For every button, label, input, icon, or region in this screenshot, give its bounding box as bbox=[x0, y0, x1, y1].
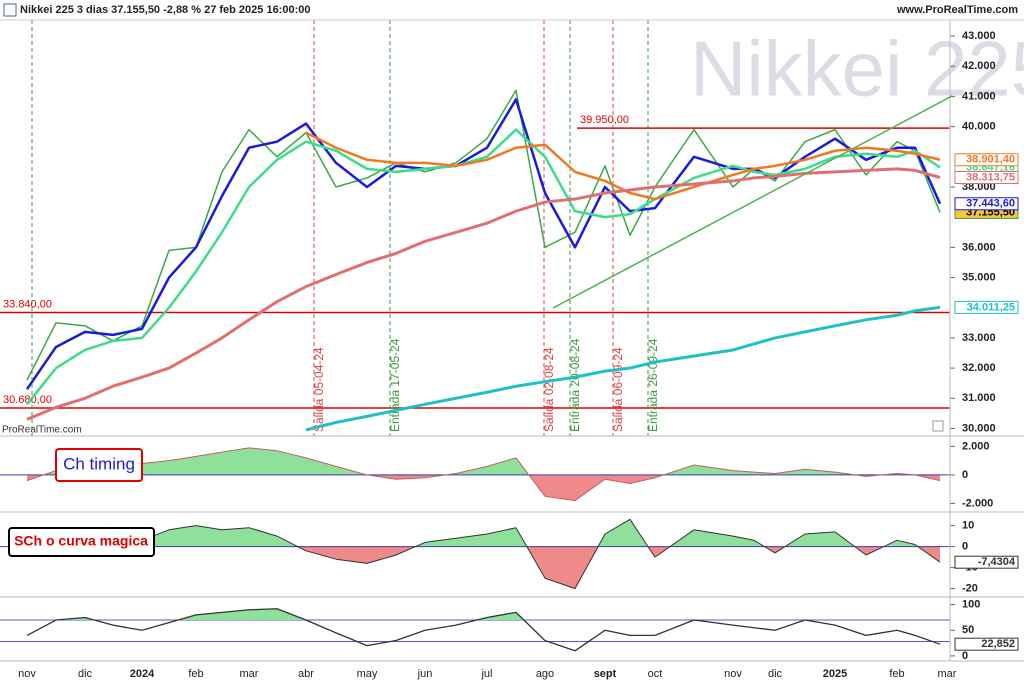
series-line bbox=[26, 447, 941, 502]
value-label: 22,852 bbox=[981, 638, 1015, 650]
x-tick-label: oct bbox=[648, 668, 663, 680]
signal-label: Entrada 20-08-24 bbox=[568, 338, 582, 432]
series-line bbox=[26, 518, 941, 590]
series-area bbox=[27, 608, 940, 621]
x-tick-label: dic bbox=[78, 668, 93, 680]
x-tick-label: sept bbox=[594, 668, 617, 680]
x-tick-label: feb bbox=[889, 668, 904, 680]
y-tick-label: -20 bbox=[962, 583, 978, 595]
value-label-box bbox=[954, 153, 1019, 167]
value-label-box bbox=[954, 300, 1019, 314]
x-tick-label: mar bbox=[240, 668, 259, 680]
level-label: 39.950,00 bbox=[580, 114, 629, 126]
y-tick-label: 0 bbox=[962, 469, 968, 481]
series-line bbox=[25, 98, 942, 390]
signal-label: Salida 02-08-24 bbox=[542, 347, 556, 432]
x-tick-label: nov bbox=[724, 668, 742, 680]
indicator-title-box bbox=[8, 527, 155, 557]
y-tick-label: 10 bbox=[962, 520, 974, 532]
y-tick-label: 42.000 bbox=[962, 60, 996, 72]
series-line bbox=[26, 89, 941, 381]
level-label: 30.680,00 bbox=[3, 394, 52, 406]
y-tick-label: 35.000 bbox=[962, 271, 996, 283]
x-tick-label: jul bbox=[480, 668, 492, 680]
y-tick-label: 36.000 bbox=[962, 241, 996, 253]
signal-label: Entrada 17-05-24 bbox=[388, 338, 402, 432]
y-tick-label: 0 bbox=[962, 650, 968, 662]
watermark: Nikkei 225 bbox=[690, 25, 1024, 113]
plot-layer: 30.00031.00032.00033.00035.00036.00038.0… bbox=[0, 20, 1019, 680]
signal-label: Salida 05-04-24 bbox=[312, 347, 326, 432]
x-tick-label: 2024 bbox=[130, 668, 155, 680]
y-tick-label: 100 bbox=[962, 599, 980, 611]
indicator-title: SCh o curva magica bbox=[14, 533, 148, 549]
y-tick-label: 41.000 bbox=[962, 90, 996, 102]
series-line bbox=[26, 128, 941, 406]
signal-label: Entrada 26-09-24 bbox=[646, 338, 660, 432]
y-tick-label: 2.000 bbox=[962, 440, 990, 452]
credit: ProRealTime.com bbox=[2, 425, 82, 436]
y-tick-label: 31.000 bbox=[962, 392, 996, 404]
y-tick-label: 32.000 bbox=[962, 362, 996, 374]
info-icon bbox=[932, 420, 944, 432]
series-area bbox=[35, 519, 918, 547]
series-area bbox=[43, 447, 915, 475]
x-tick-label: 2025 bbox=[823, 668, 847, 680]
x-tick-label: abr bbox=[298, 668, 314, 680]
value-label: 34.011,25 bbox=[967, 301, 1015, 313]
y-tick-label: 33.000 bbox=[962, 332, 996, 344]
x-tick-label: jun bbox=[417, 668, 433, 680]
series-line bbox=[305, 131, 941, 201]
x-tick-label: may bbox=[357, 668, 378, 680]
series-line bbox=[305, 305, 941, 432]
x-tick-label: nov bbox=[18, 668, 36, 680]
x-tick-label: feb bbox=[188, 668, 203, 680]
value-label-box bbox=[954, 171, 1019, 185]
chart-title: Nikkei 225 3 dias 37.155,50 -2,88 % 27 f… bbox=[20, 4, 310, 16]
value-label-box bbox=[954, 197, 1019, 211]
app-icon bbox=[3, 3, 17, 17]
x-tick-label: ago bbox=[536, 668, 554, 680]
series-line bbox=[26, 608, 941, 652]
y-tick-label: -2.000 bbox=[962, 497, 993, 509]
signal-label: Salida 06-09-24 bbox=[611, 347, 625, 432]
value-label: 38.901,40 bbox=[966, 154, 1015, 166]
series-line bbox=[26, 167, 941, 421]
x-tick-label: dic bbox=[768, 668, 783, 680]
value-label-box bbox=[954, 555, 1019, 569]
indicator-title: Ch timing bbox=[63, 454, 135, 473]
y-tick-label: 0 bbox=[962, 541, 968, 553]
indicator-title-box bbox=[55, 448, 143, 482]
y-tick-label: 50 bbox=[962, 624, 974, 636]
trend-line bbox=[552, 95, 953, 309]
y-tick-label: 43.000 bbox=[962, 30, 996, 42]
value-label-box bbox=[954, 637, 1019, 651]
y-tick-label: 40.000 bbox=[962, 121, 996, 133]
x-tick-label: mar bbox=[938, 668, 957, 680]
value-label: -7,4304 bbox=[978, 556, 1016, 568]
source: www.ProRealTime.com bbox=[896, 4, 1018, 16]
value-label: 37.443,60 bbox=[966, 198, 1015, 210]
level-label: 33.840,00 bbox=[3, 298, 52, 310]
value-label: 38.313,75 bbox=[966, 171, 1015, 183]
y-tick-label: 30.000 bbox=[962, 422, 996, 434]
